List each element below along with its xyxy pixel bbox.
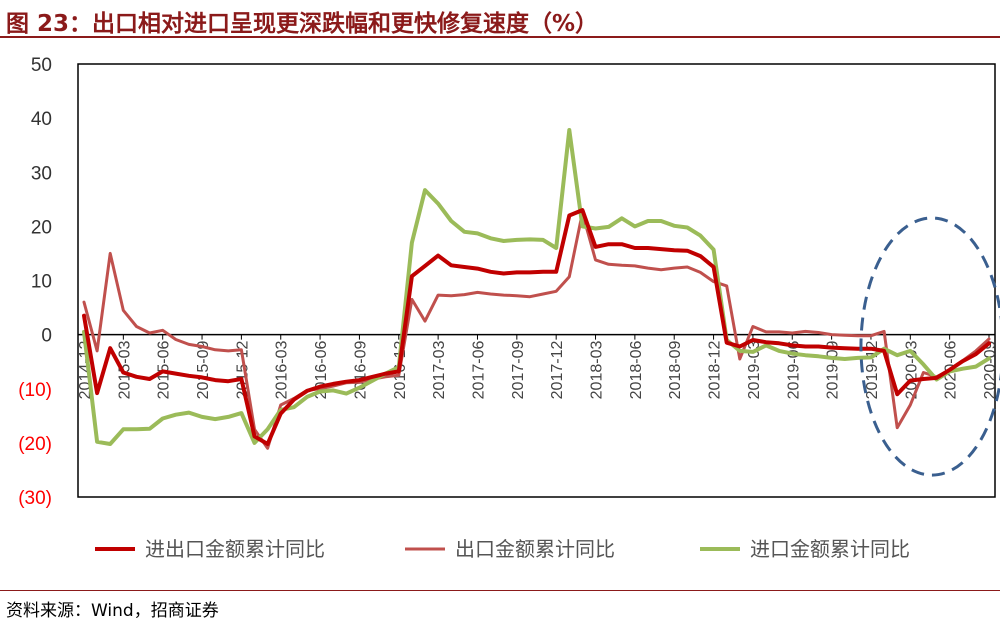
- source-note: 资料来源：Wind，招商证券: [6, 601, 219, 621]
- y-tick-label: (30): [18, 488, 52, 509]
- series-line: [82, 128, 991, 446]
- y-tick-label: 0: [41, 326, 52, 347]
- y-tick-label: 20: [31, 217, 52, 238]
- x-tick-label: 2019-06: [785, 341, 802, 400]
- x-tick-label: 2019-09: [825, 341, 842, 400]
- legend-label: 进出口金额累计同比: [145, 538, 325, 561]
- x-tick-label: 2017-03: [431, 341, 448, 400]
- series-line: [82, 211, 991, 450]
- y-tick-label: (10): [18, 380, 52, 401]
- y-tick-label: (20): [18, 434, 52, 455]
- x-tick-label: 2020-09: [982, 341, 999, 400]
- chart-container: 50 40 30 20 10 0 (10) (20) (30) 2014-12 2015-03 201…: [0, 40, 1000, 588]
- legend-label: 进口金额累计同比: [750, 538, 910, 561]
- x-tick-label: 2018-12: [707, 341, 724, 400]
- x-tick-label: 2019-03: [746, 341, 763, 400]
- x-tick-label: 2015-03: [116, 341, 133, 400]
- footer-divider: [0, 590, 1000, 591]
- legend-label: 出口金额累计同比: [455, 538, 615, 561]
- series-line: [82, 208, 991, 446]
- plot-frame: [77, 63, 996, 498]
- y-tick-label: 30: [31, 163, 52, 184]
- x-tick-label: 2018-06: [628, 341, 645, 400]
- page-title: 图 23：出口相对进口呈现更深跌幅和更快修复速度（%）: [6, 11, 599, 37]
- x-tick-label: 2018-03: [589, 341, 606, 400]
- x-tick-label: 2015-09: [195, 341, 212, 400]
- x-tick-label: 2017-09: [510, 341, 527, 400]
- y-tick-label: 10: [31, 272, 52, 293]
- annotation-dashed-ellipse: [859, 216, 1000, 477]
- y-tick-label: 50: [31, 55, 52, 76]
- x-tick-label: 2017-12: [549, 341, 566, 400]
- x-tick-label: 2016-03: [274, 341, 291, 400]
- title-bar: 图 23：出口相对进口呈现更深跌幅和更快修复速度（%）: [0, 0, 1000, 38]
- x-tick-label: 2020-03: [903, 341, 920, 400]
- x-tick-label: 2018-09: [667, 341, 684, 400]
- x-tick-label: 2017-06: [470, 341, 487, 400]
- y-tick-label: 40: [31, 109, 52, 130]
